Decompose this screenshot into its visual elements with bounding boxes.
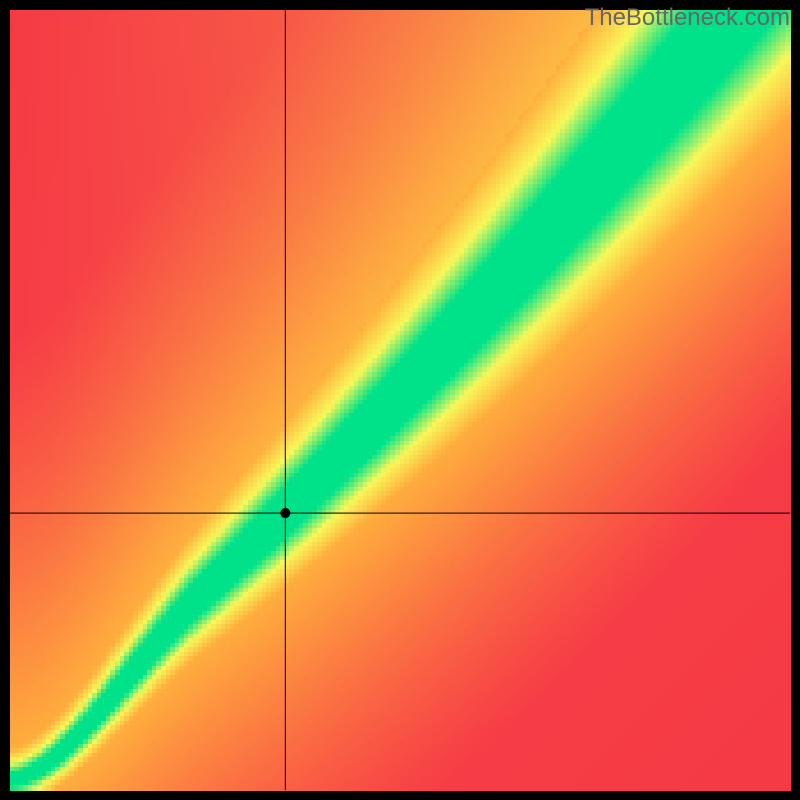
chart-container: TheBottleneck.com [0, 0, 800, 800]
bottleneck-heatmap-canvas [0, 0, 800, 800]
watermark-text: TheBottleneck.com [585, 4, 790, 32]
